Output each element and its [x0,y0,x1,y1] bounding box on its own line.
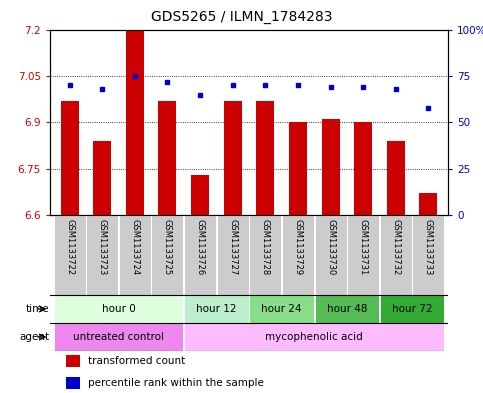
Bar [191,175,209,215]
Text: GSM1133722: GSM1133722 [65,219,74,275]
Bar [152,215,184,295]
Text: time: time [26,304,49,314]
Bar [184,215,216,295]
Text: hour 0: hour 0 [101,304,135,314]
Bar [347,215,379,295]
Bar [282,215,314,295]
Text: GSM1133731: GSM1133731 [359,219,368,275]
Text: hour 72: hour 72 [392,304,432,314]
Text: GDS5265 / ILMN_1784283: GDS5265 / ILMN_1784283 [151,10,332,24]
Bar [249,295,314,323]
Bar [93,141,111,215]
Bar [314,295,379,323]
Bar [249,215,281,295]
Text: GSM1133724: GSM1133724 [130,219,139,275]
Bar [54,295,184,323]
Bar [412,215,444,295]
Bar [66,377,80,389]
Bar [419,193,438,215]
Text: GSM1133729: GSM1133729 [294,219,302,275]
Bar [387,141,405,215]
Bar [54,215,85,295]
Bar [184,295,249,323]
Text: agent: agent [19,332,49,342]
Bar [217,215,249,295]
Bar [119,215,151,295]
Bar [158,101,176,215]
Text: untreated control: untreated control [73,332,164,342]
Text: GSM1133728: GSM1133728 [261,219,270,275]
Bar [380,215,412,295]
Text: GSM1133730: GSM1133730 [326,219,335,275]
Bar [380,295,444,323]
Text: transformed count: transformed count [88,356,185,366]
Bar [126,24,144,215]
Bar [289,123,307,215]
Bar [354,123,372,215]
Text: GSM1133723: GSM1133723 [98,219,107,275]
Bar [86,215,118,295]
Bar [54,323,184,351]
Text: GSM1133733: GSM1133733 [424,219,433,275]
Text: percentile rank within the sample: percentile rank within the sample [88,378,264,388]
Text: mycophenolic acid: mycophenolic acid [265,332,363,342]
Text: GSM1133727: GSM1133727 [228,219,237,275]
Text: hour 12: hour 12 [196,304,237,314]
Text: GSM1133726: GSM1133726 [196,219,205,275]
Bar [60,101,79,215]
Bar [314,215,346,295]
Text: hour 48: hour 48 [327,304,367,314]
Bar [184,323,444,351]
Bar [66,355,80,367]
Bar [322,119,340,215]
Text: GSM1133732: GSM1133732 [391,219,400,275]
Bar [256,101,274,215]
Text: hour 24: hour 24 [261,304,302,314]
Bar [224,101,242,215]
Text: GSM1133725: GSM1133725 [163,219,172,275]
